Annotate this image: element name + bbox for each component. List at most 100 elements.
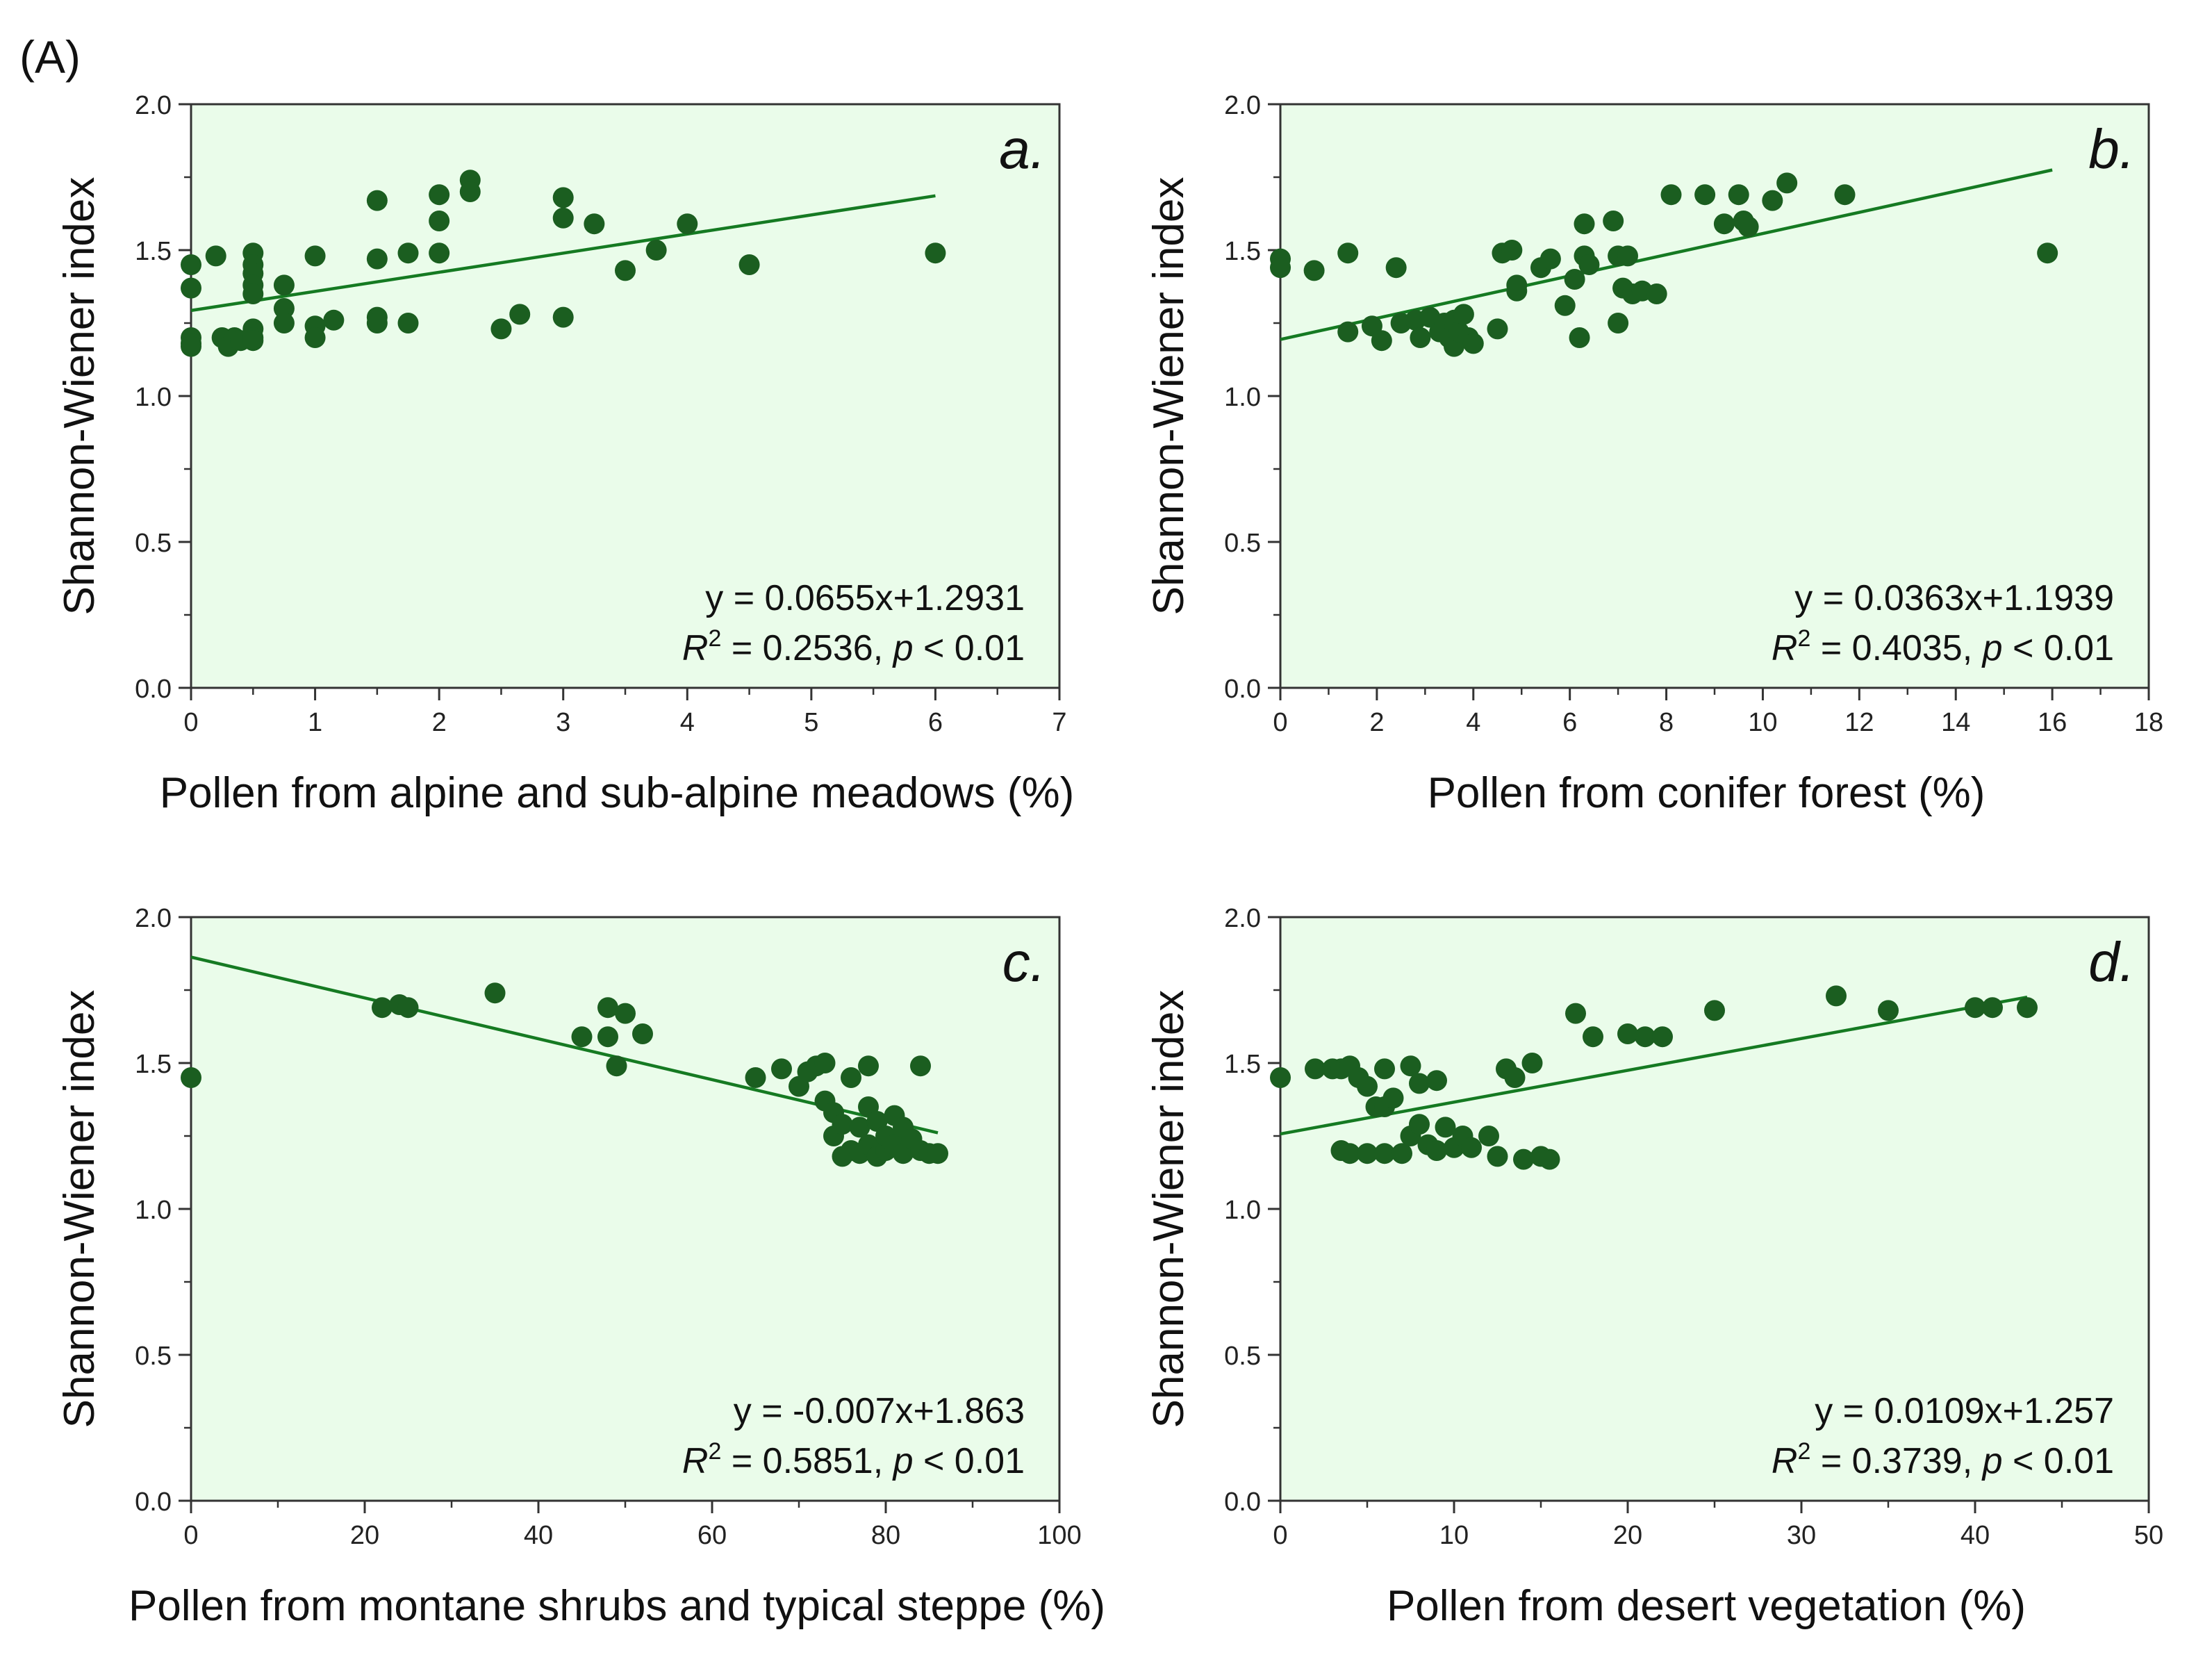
panel-2-x-tick-label: 0	[1273, 708, 1287, 737]
panel-2-p-label: p	[1981, 628, 2003, 668]
panel-4-equation: y = 0.0109x+1.257	[1815, 1391, 2114, 1431]
panel-2-data-point	[1487, 318, 1508, 340]
panel-1-data-point	[181, 336, 201, 357]
panel-4-data-point	[1965, 997, 1986, 1019]
panel-4-data-point	[1652, 1026, 1673, 1048]
panel-3-data-point	[597, 1026, 618, 1048]
panel-4-x-tick-label: 40	[1960, 1521, 1990, 1550]
panel-2-y-tick-label: 1.0	[1224, 383, 1261, 412]
panel-2-data-point	[1646, 283, 1667, 304]
panel-3-y-tick-label: 2.0	[135, 904, 172, 933]
panel-2-equation: y = 0.0363x+1.1939	[1794, 578, 2114, 618]
panel-4-data-point	[1435, 1117, 1456, 1138]
panel-1-data-point	[459, 181, 481, 202]
panel-1-x-tick-label: 5	[804, 708, 818, 737]
panel-3-stats: R2 = 0.5851, p < 0.01	[682, 1438, 1025, 1481]
panel-2-x-axis-title: Pollen from conifer forest (%)	[1428, 769, 1986, 817]
panel-1-r2-value: = 0.2536,	[721, 628, 893, 668]
panel-3-x-axis-title: Pollen from montane shrubs and typical s…	[129, 1582, 1105, 1630]
panel-3-r2-value: = 0.5851,	[721, 1441, 893, 1481]
panel-4-y-tick-label: 0.5	[1224, 1342, 1261, 1371]
panel-3-data-point	[849, 1117, 870, 1138]
panel-2-frame	[1279, 103, 2150, 689]
panel-4-data-point	[1635, 1026, 1656, 1048]
panel-2-data-point	[1337, 242, 1359, 264]
panel-2-data-point	[1776, 172, 1798, 194]
panel-4-data-point	[1478, 1126, 1499, 1146]
panel-2-x-tick-label: 18	[2134, 708, 2163, 737]
panel-1-x-tick-label: 3	[556, 708, 570, 737]
panel-2-data-point	[1270, 257, 1291, 279]
panel-3-r2-label: R	[682, 1441, 709, 1481]
panel-3: 0 20 40 60 80 100 0.0 0.5 1.0 1.5 2.0 c. y = -0.007x…	[56, 904, 1105, 1630]
panel-4-data-point	[1305, 1058, 1326, 1080]
panel-1-y-tick-label: 2.0	[135, 91, 172, 120]
panel-2-x-tick-label: 12	[1844, 708, 1874, 737]
panel-1: 0 1 2 3 4 5 6 7 0.0 0.5 1.0 1.5 2.0 a. y = 0.0655x+1.2…	[56, 91, 1074, 817]
panel-2-y-axis-title: Shannon-Wiener index	[1145, 177, 1193, 616]
panel-2-data-point	[1371, 330, 1392, 352]
panel-2-data-point	[1603, 211, 1624, 231]
panel-1-data-point	[552, 187, 574, 208]
panel-4-x-tick-label: 50	[2134, 1521, 2163, 1550]
panel-4-data-point	[1339, 1143, 1360, 1164]
panel-1-x-tick-label: 7	[1052, 708, 1066, 737]
panel-2-data-point	[1453, 304, 1474, 325]
panel-4-data-point	[1357, 1143, 1378, 1164]
panel-3-data-point	[372, 997, 393, 1019]
panel-1-data-point	[738, 254, 760, 275]
panel-4-x-tick-label: 30	[1787, 1521, 1816, 1550]
panel-4-data-point	[1521, 1053, 1543, 1073]
panel-4-x-tick-label: 0	[1273, 1521, 1287, 1550]
panel-2-r2-superscript: 2	[1797, 625, 1810, 652]
panel-1-data-point	[490, 318, 512, 340]
panel-1-y-tick-label: 1.5	[135, 237, 172, 266]
panel-1-data-point	[397, 313, 419, 333]
panel-4-y-tick-label: 0.0	[1224, 1488, 1261, 1517]
panel-2-x-tick-label: 16	[2038, 708, 2067, 737]
panel-4-p-label: p	[1981, 1441, 2003, 1481]
panel-1-equation: y = 0.0655x+1.2931	[705, 578, 1025, 618]
panel-1-data-point	[242, 330, 264, 352]
panel-2-data-point	[1574, 213, 1595, 235]
panel-1-x-tick-label: 2	[432, 708, 447, 737]
panel-3-y-tick-label: 1.0	[135, 1196, 172, 1225]
panel-4-data-point	[1426, 1070, 1447, 1092]
panel-4-fit-line	[1280, 995, 2028, 1136]
panel-4-data-point	[1374, 1143, 1395, 1164]
panel-4-data-point	[1504, 1067, 1526, 1088]
panel-2-x-tick-label: 10	[1748, 708, 1777, 737]
panel-4-data-point	[1270, 1067, 1291, 1088]
panel-1-p-value: < 0.01	[914, 628, 1025, 668]
panel-4-data-point	[1878, 1000, 1899, 1021]
panel-3-y-tick-label: 0.0	[135, 1488, 172, 1517]
panel-4-data-point	[1400, 1055, 1421, 1077]
panel-4-p-value: < 0.01	[2003, 1441, 2114, 1481]
panel-3-x-tick-label: 40	[524, 1521, 553, 1550]
panel-2-data-point	[1762, 190, 1783, 211]
panel-2-data-point	[1462, 333, 1484, 354]
panel-1-x-tick-label: 6	[928, 708, 943, 737]
panel-2-data-point	[1728, 184, 1749, 206]
panel-2-data-point	[1303, 260, 1325, 281]
panel-1-data-point	[366, 313, 388, 333]
panel-3-x-tick-label: 60	[697, 1521, 727, 1550]
panel-1-x-tick-label: 0	[183, 708, 198, 737]
panel-1-data-point	[552, 207, 574, 229]
panel-4-stats: R2 = 0.3739, p < 0.01	[1772, 1438, 2114, 1481]
panel-2-x-tick-label: 2	[1369, 708, 1384, 737]
panel-3-p-value: < 0.01	[914, 1441, 1025, 1481]
panel-4-data-point	[1426, 1140, 1447, 1161]
panels: 0 1 2 3 4 5 6 70.00.51.01.52.0a.y = 0.0655x+1.2…	[56, 91, 2163, 1630]
panel-2-data-point	[2037, 242, 2058, 264]
panel-2-data-point	[1578, 254, 1600, 275]
panel-4-y-tick-label: 2.0	[1224, 904, 1261, 933]
panel-4-data-point	[1487, 1146, 1508, 1167]
panel-1-data-point	[323, 309, 345, 331]
panel-3-y-tick-label: 1.5	[135, 1050, 172, 1079]
panel-2-data-point	[1337, 321, 1359, 343]
panel-3-data-point	[841, 1067, 861, 1088]
panel-2-x-tick-label: 8	[1659, 708, 1674, 737]
panel-4-data-point	[1409, 1073, 1430, 1094]
panel-4-y-tick-label: 1.5	[1224, 1050, 1261, 1079]
